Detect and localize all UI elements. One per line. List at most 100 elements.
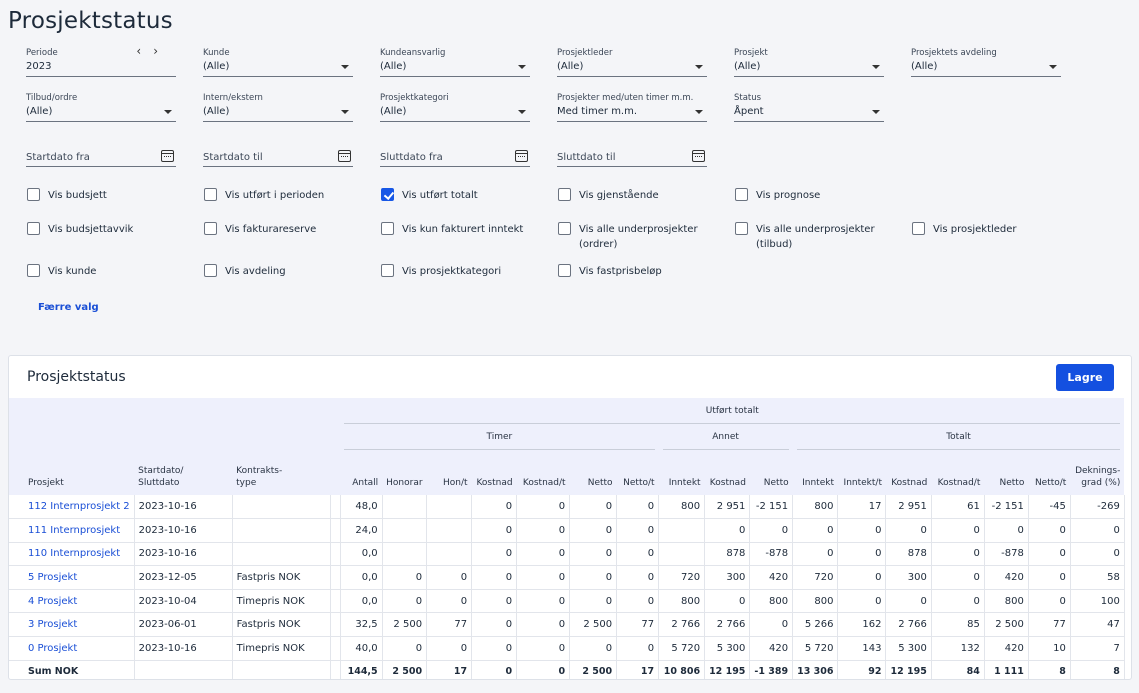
vis-kunde-checkbox[interactable]: Vis kunde xyxy=(27,264,96,279)
column-header[interactable]: Netto xyxy=(984,450,1029,495)
table-cell: 0 xyxy=(616,589,660,614)
project-link[interactable]: 111 Internprosjekt xyxy=(9,518,135,543)
checkbox-box[interactable] xyxy=(204,188,217,201)
vis-underprosjekter-tilbud-checkbox[interactable]: Vis alle underprosjekter (tilbud) xyxy=(735,222,875,252)
column-header[interactable]: Netto xyxy=(569,450,617,495)
column-header[interactable]: Kostnad/t xyxy=(931,450,985,495)
vis-utfort-totalt-checkbox[interactable]: Vis utført totalt xyxy=(381,188,478,203)
vis-prosjektleder-checkbox[interactable]: Vis prosjektleder xyxy=(912,222,1017,237)
checkbox-checked[interactable] xyxy=(381,188,394,201)
tilbud-select[interactable]: Tilbud/ordre (Alle) xyxy=(26,93,176,122)
project-link[interactable]: 110 Internprosjekt xyxy=(9,542,135,567)
table-row: 111 Internprosjekt 2023-10-16 24,0 0 0 0 0 0 0 0 0… xyxy=(9,518,1125,543)
column-header[interactable]: Kostnad xyxy=(885,450,932,495)
prosjekt-value: (Alle) xyxy=(734,61,761,72)
vis-prosjektkategori-checkbox[interactable]: Vis prosjektkategori xyxy=(381,264,501,279)
vis-prognose-checkbox[interactable]: Vis prognose xyxy=(735,188,820,203)
vis-avdeling-checkbox[interactable]: Vis avdeling xyxy=(204,264,286,279)
column-header[interactable]: Honorar xyxy=(382,450,427,495)
faerre-valg-link[interactable]: Færre valg xyxy=(38,302,99,313)
calendar-icon[interactable] xyxy=(161,150,174,162)
checkbox-box[interactable] xyxy=(558,188,571,201)
calendar-icon[interactable] xyxy=(692,150,705,162)
column-header[interactable]: Kostnad/t xyxy=(516,450,570,495)
sluttdato-til-input[interactable]: Sluttdato til xyxy=(557,150,707,172)
periode-field[interactable]: Periode ‹› 2023 xyxy=(26,44,176,77)
checkbox-box[interactable] xyxy=(735,222,748,235)
chevron-down-icon xyxy=(872,65,880,69)
table-cell: 878 xyxy=(704,542,751,567)
kategori-select[interactable]: Prosjektkategori (Alle) xyxy=(380,93,530,122)
column-header[interactable]: Antall xyxy=(340,450,383,495)
intern-select[interactable]: Intern/ekstern (Alle) xyxy=(203,93,353,122)
vis-gjenstaende-checkbox[interactable]: Vis gjenstående xyxy=(558,188,659,203)
checkbox-box[interactable] xyxy=(27,188,40,201)
column-header[interactable]: Deknings- grad (%) xyxy=(1070,450,1125,495)
calendar-icon[interactable] xyxy=(338,150,351,162)
column-header[interactable] xyxy=(330,450,341,495)
status-select[interactable]: Status Åpent xyxy=(734,93,884,122)
column-header[interactable]: Inntekt/t xyxy=(837,450,886,495)
avdeling-value: (Alle) xyxy=(911,61,938,72)
project-link[interactable]: 112 Internprosjekt 2 xyxy=(9,495,135,520)
project-link[interactable]: 3 Prosjekt xyxy=(9,612,135,638)
project-link[interactable]: 4 Prosjekt xyxy=(9,589,135,614)
prev-period-icon[interactable]: ‹ xyxy=(136,44,154,58)
avdeling-label: Prosjektets avdeling xyxy=(911,48,997,58)
kunde-select[interactable]: Kunde (Alle) xyxy=(203,48,353,77)
table-cell: 2 500 xyxy=(382,660,428,679)
column-header[interactable]: Netto xyxy=(749,450,793,495)
column-header[interactable]: Kostnad xyxy=(471,450,517,495)
table-cell: 0 xyxy=(516,636,571,661)
column-header[interactable]: Inntekt xyxy=(792,450,838,495)
checkbox-box[interactable] xyxy=(27,222,40,235)
table-cell: -45 xyxy=(1028,495,1071,520)
column-header[interactable]: Startdato/ Sluttdato xyxy=(134,450,233,495)
checkbox-box[interactable] xyxy=(558,264,571,277)
table-cell xyxy=(382,495,428,520)
calendar-icon[interactable] xyxy=(515,150,528,162)
vis-budsjettavvik-checkbox[interactable]: Vis budsjettavvik xyxy=(27,222,133,237)
sluttdato-fra-input[interactable]: Sluttdato fra xyxy=(380,150,530,172)
column-header[interactable]: Netto/t xyxy=(1028,450,1071,495)
checkbox-box[interactable] xyxy=(381,222,394,235)
table-cell: 5 266 xyxy=(792,612,839,638)
table-cell: 0 xyxy=(471,495,518,520)
checkbox-box[interactable] xyxy=(558,222,571,235)
column-header[interactable]: Prosjekt xyxy=(9,450,135,495)
column-header[interactable]: Hon/t xyxy=(426,450,472,495)
checkbox-box[interactable] xyxy=(912,222,925,235)
vis-kun-fakturert-checkbox[interactable]: Vis kun fakturert inntekt xyxy=(381,222,523,237)
vis-utfort-perioden-checkbox[interactable]: Vis utført i perioden xyxy=(204,188,324,203)
project-link[interactable]: 5 Prosjekt xyxy=(9,565,135,590)
startdato-fra-input[interactable]: Startdato fra xyxy=(26,150,176,172)
prosjektleder-select[interactable]: Prosjektleder (Alle) xyxy=(557,48,707,77)
checkbox-box[interactable] xyxy=(204,222,217,235)
kundeansvarlig-select[interactable]: Kundeansvarlig (Alle) xyxy=(380,48,530,77)
checkbox-box[interactable] xyxy=(204,264,217,277)
column-header[interactable]: Netto/t xyxy=(616,450,659,495)
prosjekt-select[interactable]: Prosjekt (Alle) xyxy=(734,48,884,77)
checkbox-box[interactable] xyxy=(381,264,394,277)
save-button[interactable]: Lagre xyxy=(1056,364,1114,391)
vis-fastprisbelop-checkbox[interactable]: Vis fastprisbeløp xyxy=(558,264,662,279)
table-row: 5 Prosjekt 2023-12-05 Fastpris NOK 0,0 0 0 0 0 0… xyxy=(9,565,1125,590)
column-header[interactable]: Inntekt xyxy=(658,450,705,495)
table-cell: 84 xyxy=(931,660,985,679)
table-row: 4 Prosjekt 2023-10-04 Timepris NOK 0,0 0 0 0 0 0… xyxy=(9,589,1125,614)
next-period-icon[interactable]: › xyxy=(153,44,170,58)
checkbox-box[interactable] xyxy=(735,188,748,201)
vis-budsjett-checkbox[interactable]: Vis budsjett xyxy=(27,188,107,203)
timer-select[interactable]: Prosjekter med/uten timer m.m. Med timer… xyxy=(557,93,707,122)
table-cell xyxy=(232,518,331,543)
column-header[interactable]: Kontrakts- type xyxy=(232,450,331,495)
project-link[interactable]: 0 Prosjekt xyxy=(9,636,135,661)
vis-fakturareserve-checkbox[interactable]: Vis fakturareserve xyxy=(204,222,316,237)
checkbox-label: Vis fakturareserve xyxy=(225,224,317,235)
vis-underprosjekter-ordrer-checkbox[interactable]: Vis alle underprosjekter (ordrer) xyxy=(558,222,698,252)
startdato-til-input[interactable]: Startdato til xyxy=(203,150,353,172)
checkbox-box[interactable] xyxy=(27,264,40,277)
table-cell: -269 xyxy=(1070,495,1125,520)
column-header[interactable]: Kostnad xyxy=(704,450,750,495)
avdeling-select[interactable]: Prosjektets avdeling (Alle) xyxy=(911,48,1061,77)
